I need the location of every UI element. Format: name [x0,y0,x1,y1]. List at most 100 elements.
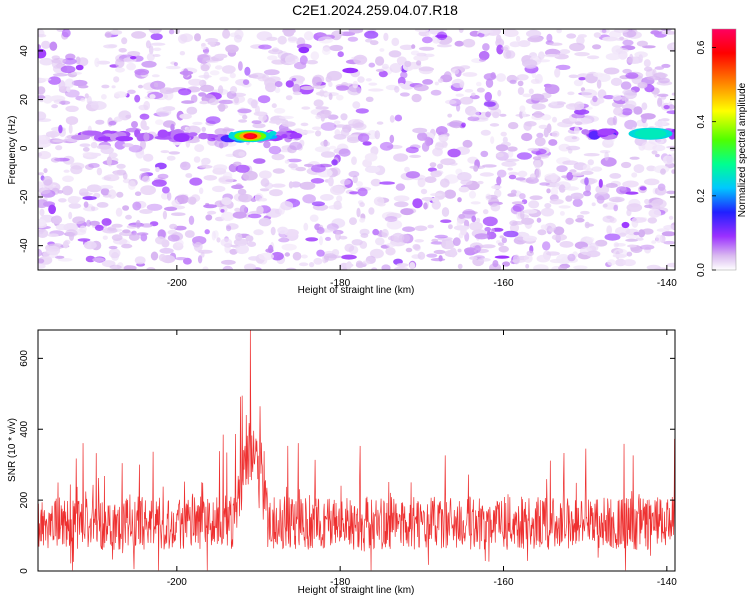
spectrogram-cell [325,236,331,241]
spectrogram-cell [621,108,633,116]
spectrogram-cell [126,224,138,229]
spectrogram-cell [511,201,525,205]
spectrogram-cell [462,139,473,148]
spectrogram-cell [497,89,502,97]
spectrogram-cell [216,237,221,243]
spectrogram-cell [485,193,492,201]
spectrogram-cell [389,63,403,73]
spectrogram-cell [494,255,510,259]
spectrogram-cell [86,184,102,193]
spectrogram-cell [368,88,384,92]
spectrogram-cell [62,175,74,183]
spectrogram-cell [116,163,126,169]
spectrogram-cell [509,220,518,226]
spectrogram-cell [573,126,580,135]
spectrogram-cell [309,214,319,222]
spectrogram-cell [162,186,170,194]
spectrogram-cell [336,85,349,91]
spectrogram-cell [508,122,519,130]
spectrogram-cell [404,166,410,173]
spectrogram-cell [480,129,491,136]
spectrogram-cell [368,82,378,86]
spectrogram-cell [362,141,372,146]
spectrogram-cell [658,77,670,84]
spectrogram-cell [137,84,144,89]
spectrogram-cell [503,29,519,37]
spectrogram-cell [669,146,675,152]
spectrogram-y-label: Frequency (Hz) [7,116,18,185]
spectrogram-cell [68,124,73,134]
spectrogram-cell [161,192,169,200]
spectrogram-cell [564,135,580,143]
snr-x-label: Height of straight line (km) [298,585,415,596]
spectrogram-cell [431,238,439,243]
spectrogram-cell [359,240,368,249]
spectrogram-cell [71,79,88,87]
spectrogram-cell [576,35,585,46]
spectrogram-cell [515,35,521,42]
spectrogram-cell [244,66,251,76]
spectrogram-cell [285,267,297,270]
spectrogram-cell [342,67,359,74]
spectral-band-cell [588,130,601,140]
spectrogram-cell [102,227,118,234]
spectrogram-cell [294,61,307,70]
spectrogram-cell [62,58,77,65]
spectrogram-cell [221,197,232,206]
spectrogram-cell [661,31,675,35]
spectrogram-cell [522,235,538,242]
spectrogram-cell [268,49,283,55]
spectrogram-cell [564,186,579,191]
spectrogram-cell [251,120,262,124]
spectrogram-cell [598,178,603,188]
spectrogram-cell [365,96,374,103]
spectrogram-cell [383,32,389,42]
spectrogram-cell [351,156,357,165]
spectrogram-cell [399,92,410,97]
spectrogram-cell [273,107,286,114]
spectrogram-cell [569,42,585,52]
colorbar: 0.0 0.2 0.4 0.6 Normalized spectral amplitu… [696,28,748,277]
spectrogram-cell [203,204,218,209]
spectrogram-cell [313,99,324,107]
spectrogram-cell [115,58,125,68]
spectrogram-cell [205,214,213,221]
spectrogram-cell [592,44,602,50]
spectrogram-cell [520,210,525,220]
spectrogram-cell [127,89,136,95]
spectrogram-cell [356,207,361,218]
spectrogram-cell [285,95,293,101]
spectrogram-cell [146,203,163,211]
spectrogram-cell [268,244,274,254]
spectrogram-cell [536,217,542,223]
spectrogram-cell [654,120,667,126]
spectrogram-cell [320,194,334,201]
spectrogram-cell [211,230,216,241]
spectrogram-cell [340,113,348,121]
spectrogram-cell [159,87,175,94]
spectrogram-cell [139,168,151,172]
spectral-band-cell [143,132,150,142]
spectrogram-cell [458,214,466,219]
spectrogram-cell [417,132,428,141]
spectral-band-cell [281,134,288,139]
spectrogram-cell [128,233,140,241]
spectrogram-cell [82,147,90,152]
spectrogram-cell [277,35,287,45]
spectrogram-cell [38,111,47,121]
spectrogram-cell [202,266,209,270]
spectrogram-cell [384,216,398,222]
spectrogram-cell [621,161,632,169]
spectrogram-cell [501,161,517,167]
spectrogram-cell [277,226,289,235]
spectrogram-cell [258,252,274,261]
spectrogram-cell [414,239,425,243]
spectrogram-cell [565,103,581,110]
spectrogram-cell [434,234,448,239]
spectrogram-cell [566,171,574,181]
spectrogram-cell [103,44,117,49]
spectrogram-cell [193,156,201,163]
spectrogram-cell [533,264,549,270]
spectrogram-cell [316,249,325,257]
